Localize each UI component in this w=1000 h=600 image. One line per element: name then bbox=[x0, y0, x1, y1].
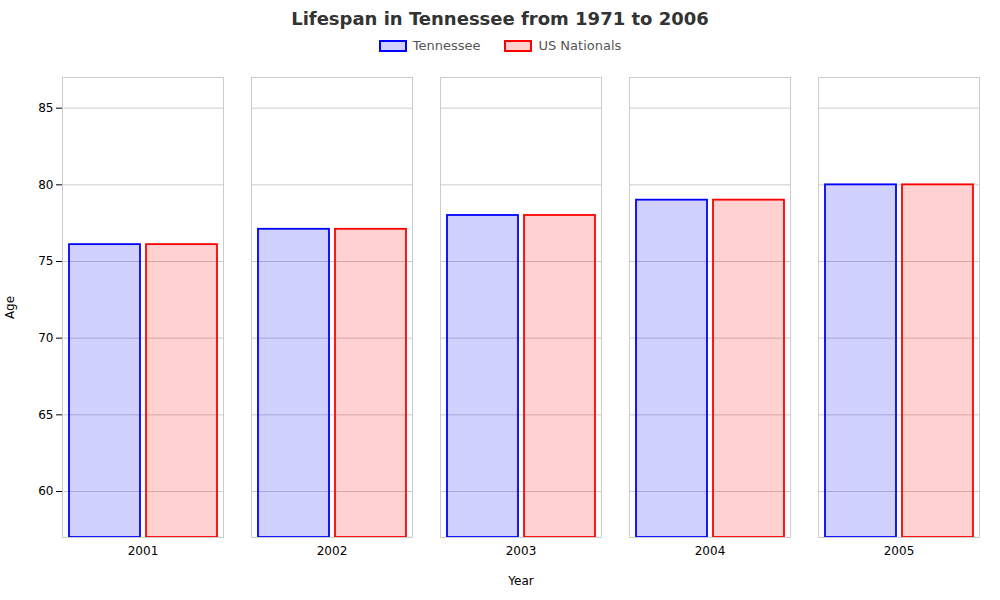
svg-text:85: 85 bbox=[38, 101, 53, 115]
svg-text:2004: 2004 bbox=[695, 544, 726, 558]
svg-text:70: 70 bbox=[38, 331, 53, 345]
svg-text:2005: 2005 bbox=[884, 544, 915, 558]
svg-text:60: 60 bbox=[38, 484, 53, 498]
html-text:Lifespan in Tennessee from 197: Lifespan in Tennessee from 1971 to 2006 bbox=[291, 8, 709, 29]
svg-text:Year: Year bbox=[507, 574, 533, 588]
html-text:US Nationals: US Nationals bbox=[538, 37, 622, 53]
svg-text:80: 80 bbox=[38, 178, 53, 192]
svg-text:Age: Age bbox=[3, 296, 17, 319]
svg-text:2001: 2001 bbox=[128, 544, 159, 558]
html-text:Tennessee: Tennessee bbox=[412, 37, 481, 53]
svg-text:65: 65 bbox=[38, 408, 53, 422]
svg-text:2003: 2003 bbox=[506, 544, 537, 558]
svg-text:2002: 2002 bbox=[317, 544, 348, 558]
svg-text:75: 75 bbox=[38, 254, 53, 268]
